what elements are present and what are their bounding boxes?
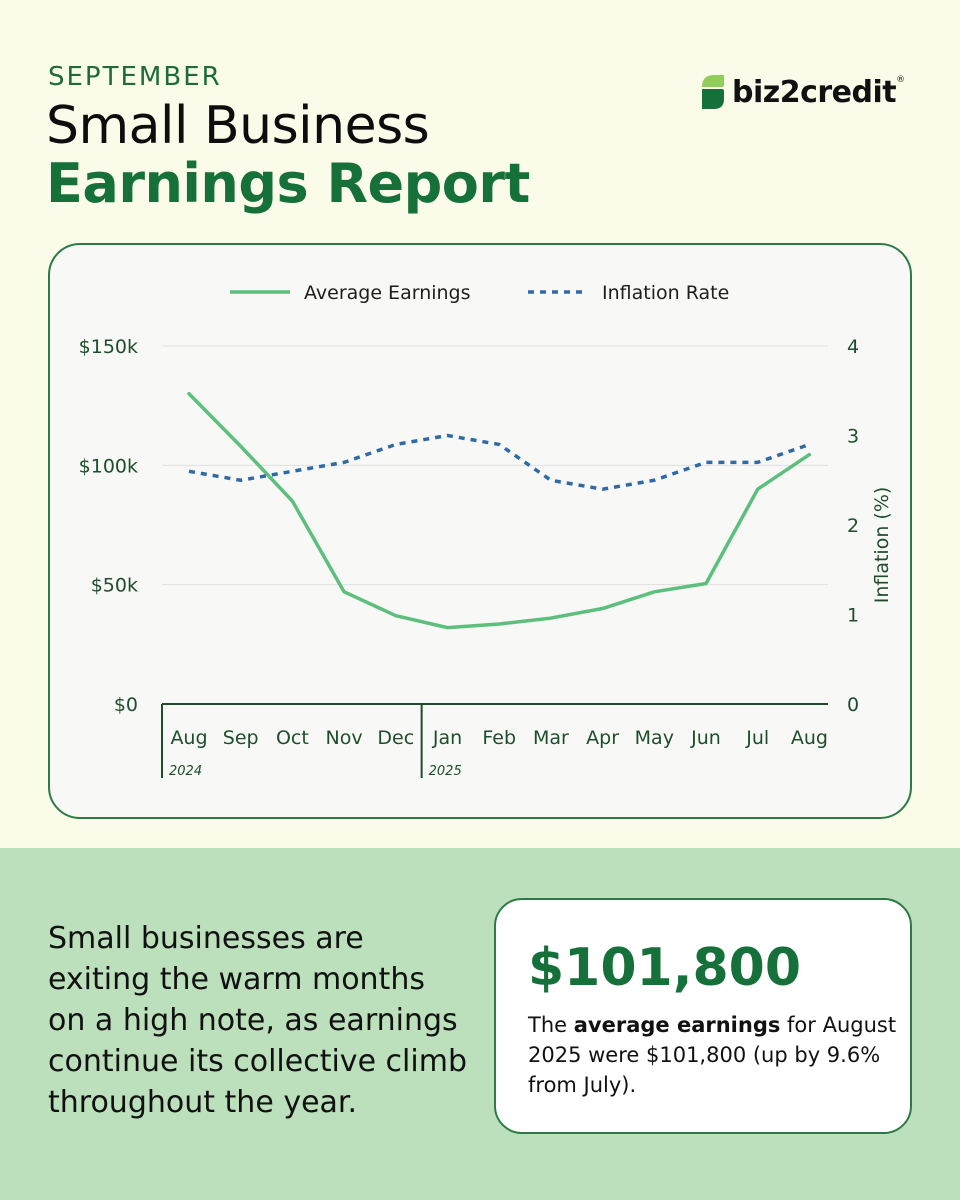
right-tick-label: 3 [847,426,859,448]
month-label: May [635,727,674,749]
month-label: Aug [791,727,828,749]
month-label: Feb [482,727,516,749]
year-label-2024: 2024 [169,764,202,779]
right-tick-label: 2 [847,515,859,537]
page-title-line2: Earnings Report [46,152,530,215]
month-label: Jul [745,727,769,749]
right-tick-label: 0 [847,694,859,716]
left-tick-label: $50k [91,575,138,597]
month-label: Apr [586,727,619,749]
month-label: Nov [326,727,363,749]
month-label: Jun [690,727,721,749]
page-title-line1: Small Business [46,96,430,156]
month-label: Sep [223,727,259,749]
legend-label-inflation: Inflation Rate [602,282,729,304]
left-tick-label: $100k [79,455,138,477]
left-tick-label: $150k [79,336,138,358]
right-axis-label: Inflation (%) [871,487,893,604]
brand-logo: biz2credit® [700,72,905,112]
stat-description: The average earnings for August 2025 wer… [528,1013,897,1097]
series-line-inflation [188,433,810,491]
logo-leaf-icon [700,73,726,111]
month-label: Oct [276,727,309,749]
right-tick-label: 1 [847,605,859,627]
logo-text: biz2credit® [732,74,905,110]
legend-label-earnings: Average Earnings [304,282,471,304]
summary-blurb: Small businesses are exiting the warm mo… [48,921,467,1120]
month-label: Mar [533,727,569,749]
month-label: Jan [432,727,462,749]
report-month: SEPTEMBER [48,62,222,92]
month-label: Dec [377,727,414,749]
chart-card: $0 $50k $100k $150k 0 1 2 3 4 Inflation (%) 2024 20… [48,243,912,819]
stat-card: $101,800 The average earnings for August… [494,898,912,1134]
stat-value: $101,800 [528,938,802,998]
series-line-earnings [187,391,812,630]
earnings-chart: $0 $50k $100k $150k 0 1 2 3 4 Inflation (%) 2024 20… [79,282,893,779]
right-tick-label: 4 [847,336,859,358]
left-tick-label: $0 [114,694,138,716]
month-label: Aug [170,727,207,749]
year-label-2025: 2025 [429,764,462,779]
